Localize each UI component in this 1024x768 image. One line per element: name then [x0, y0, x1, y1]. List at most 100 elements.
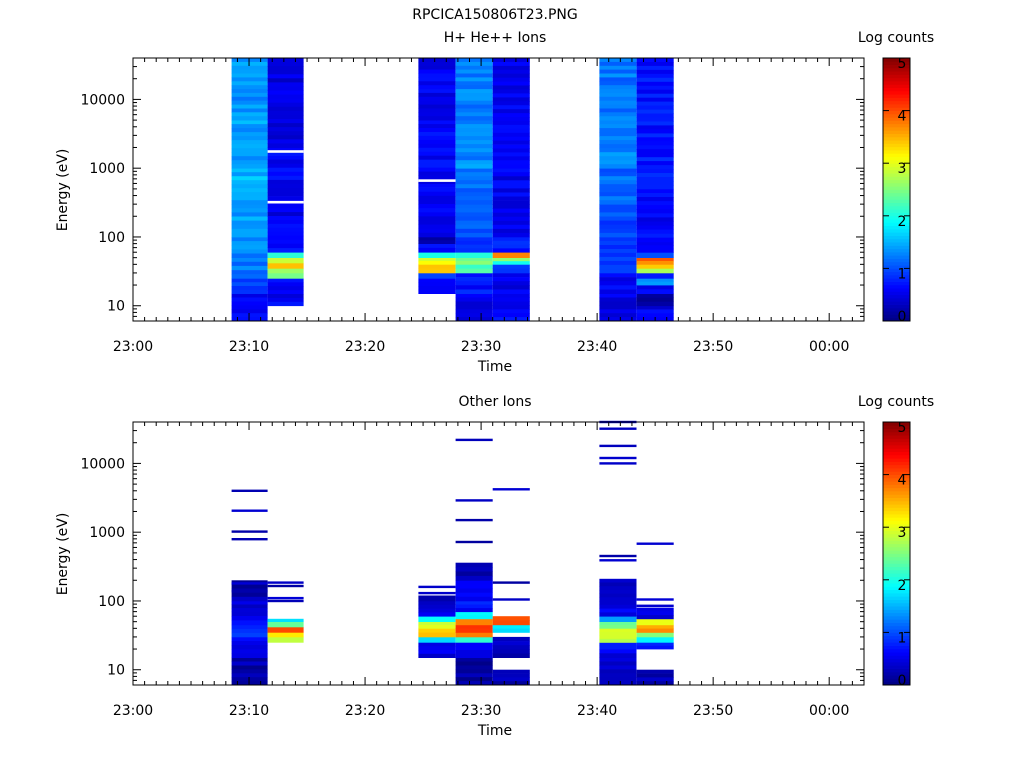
- spectrogram-cell: [418, 128, 456, 133]
- spectrogram-cell: [492, 645, 530, 650]
- spectrogram-cell: [455, 571, 493, 577]
- colorbar-segment: [883, 182, 910, 187]
- spectrogram-cell: [455, 204, 493, 209]
- spectrogram-cell: [636, 173, 674, 178]
- spectrogram-cell: [231, 212, 268, 217]
- data-gap: [418, 179, 456, 182]
- x-tick-label: 00:00: [809, 703, 849, 719]
- spectrogram-cell: [599, 301, 637, 306]
- colorbar-frame: [882, 57, 911, 322]
- colorbar-segment: [883, 520, 910, 525]
- spectrogram-cell: [455, 257, 493, 262]
- colorbar-segment: [883, 156, 910, 161]
- spectrogram-cell: [492, 624, 530, 629]
- spectrogram-cell: [636, 188, 674, 194]
- spectrogram-cell: [267, 131, 304, 136]
- spectrogram-cell: [455, 96, 493, 102]
- spectrogram-cell: [231, 180, 268, 185]
- data-gap: [267, 200, 304, 204]
- spectrogram-cell: [636, 252, 674, 258]
- energy-line: [231, 589, 268, 593]
- colorbar-segment: [883, 146, 910, 151]
- spectrogram-cell: [455, 297, 493, 302]
- colorbar-segment: [883, 622, 910, 627]
- spectrogram-cell: [636, 309, 674, 314]
- spectrogram-cell: [455, 168, 493, 173]
- spectrogram-cell: [636, 297, 674, 303]
- spectrogram-cell: [455, 611, 493, 616]
- spectrogram-cell: [599, 608, 637, 613]
- spectrogram-cell: [231, 665, 268, 670]
- colorbar-segment: [883, 665, 910, 669]
- spectrogram-cell: [267, 192, 304, 197]
- colorbar-segment: [883, 589, 910, 594]
- energy-line: [231, 489, 268, 492]
- spectrogram-cell: [418, 220, 456, 225]
- spectrogram-cell: [455, 268, 493, 274]
- spectrogram-cell: [267, 62, 304, 67]
- spectrogram-cell: [492, 232, 530, 238]
- spectrogram-cell: [599, 188, 637, 193]
- spectrogram-cell: [492, 216, 530, 222]
- spectrogram-cell: [267, 123, 304, 128]
- spectrogram-cell: [599, 108, 637, 113]
- colorbar-segment: [883, 278, 910, 282]
- spectrogram-cell: [636, 169, 674, 174]
- colorbar-segment: [883, 215, 910, 220]
- x-tick-label: 23:30: [461, 339, 501, 355]
- spectrogram-cell: [492, 101, 530, 106]
- colorbar-segment: [883, 130, 910, 135]
- colorbar-segment: [883, 294, 910, 299]
- colorbar-segment: [883, 543, 910, 548]
- spectrogram-cell: [267, 290, 304, 295]
- energy-line: [599, 456, 637, 460]
- spectrogram-cell: [231, 257, 268, 263]
- colorbar-segment: [883, 159, 910, 164]
- spectrogram-cell: [455, 608, 493, 613]
- spectrogram-cell: [599, 69, 637, 74]
- colorbar-segment: [883, 625, 910, 630]
- spectrogram-cell: [599, 228, 637, 234]
- spectrogram-cell: [599, 673, 637, 678]
- colorbar-segment: [883, 550, 910, 554]
- colorbar-segment: [883, 186, 910, 190]
- spectrogram-cell: [267, 626, 304, 633]
- colorbar-segment: [883, 537, 910, 541]
- spectrogram-cell: [599, 260, 637, 266]
- spectrogram-cell: [455, 148, 493, 153]
- spectrogram-cell: [418, 257, 456, 262]
- colorbar-segment: [883, 638, 910, 643]
- spectrogram-cell: [492, 69, 530, 75]
- energy-line: [455, 499, 493, 502]
- colorbar-segment: [883, 635, 910, 640]
- colorbar-segment: [883, 540, 910, 545]
- colorbar-tick-label: 4: [898, 109, 907, 125]
- spectrogram-cell: [231, 100, 268, 105]
- x-tick-label: 00:00: [809, 339, 849, 355]
- spectrogram-cell: [492, 77, 530, 82]
- panel-title: Other Ions: [458, 394, 531, 410]
- spectrogram-cell: [231, 641, 268, 646]
- y-tick-label: 10000: [80, 456, 125, 472]
- spectrogram-cell: [492, 192, 530, 197]
- spectrogram-cell: [636, 221, 674, 226]
- spectrogram-cell: [599, 289, 637, 294]
- energy-line: [636, 604, 674, 607]
- spectrogram-cell: [231, 81, 268, 86]
- spectrogram-cell: [418, 61, 456, 67]
- spectrogram-cell: [267, 272, 304, 279]
- spectrogram-cell: [599, 65, 637, 71]
- spectrogram-cell: [267, 179, 304, 185]
- spectrogram-cell: [492, 248, 530, 253]
- energy-line: [231, 582, 268, 585]
- x-tick-label: 23:10: [229, 339, 269, 355]
- spectrogram-cell: [492, 208, 530, 213]
- spectrogram-cell: [455, 653, 493, 658]
- x-tick-label: 23:40: [577, 703, 617, 719]
- colorbar-segment: [883, 87, 910, 92]
- spectrogram-cell: [418, 204, 456, 209]
- spectrogram-cell: [492, 172, 530, 177]
- plot-frame: [132, 421, 865, 686]
- spectrogram-cell: [636, 161, 674, 166]
- spectrogram-cell: [418, 92, 456, 98]
